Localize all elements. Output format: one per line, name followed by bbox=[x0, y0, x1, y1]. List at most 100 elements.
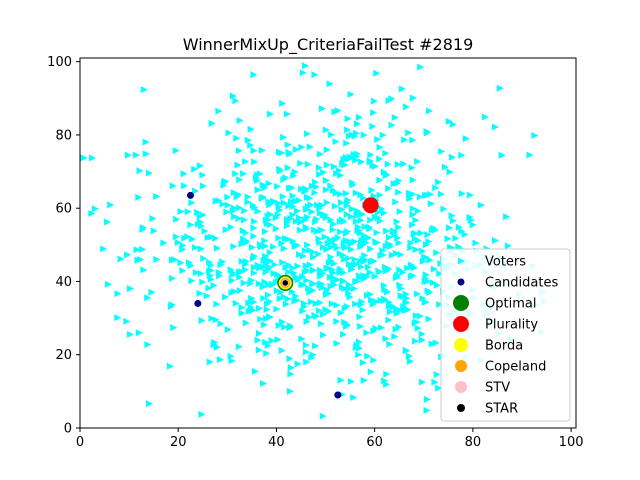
voter-point bbox=[170, 324, 178, 332]
voter-point bbox=[344, 126, 352, 134]
voter-point bbox=[255, 346, 263, 354]
voter-point bbox=[346, 293, 354, 301]
voter-point bbox=[292, 292, 300, 300]
voter-point bbox=[323, 245, 331, 253]
voter-point bbox=[418, 336, 426, 344]
x-axis: 0 20 40 60 80 100 bbox=[76, 428, 584, 450]
voter-point bbox=[344, 115, 352, 123]
voter-point bbox=[124, 151, 132, 159]
voter-point bbox=[284, 164, 292, 172]
voter-point bbox=[341, 304, 349, 312]
voter-point bbox=[311, 189, 319, 197]
voter-point bbox=[409, 190, 417, 198]
voter-point bbox=[124, 251, 132, 259]
voter-point bbox=[149, 214, 157, 222]
y-tick-label: 0 bbox=[64, 422, 72, 437]
voter-point bbox=[251, 252, 259, 260]
voter-point bbox=[268, 337, 276, 345]
voter-point bbox=[356, 258, 364, 266]
voter-point bbox=[339, 277, 347, 285]
voter-point bbox=[148, 288, 156, 296]
voter-point bbox=[355, 223, 363, 231]
legend: Voters Candidates Optimal Plurality Borda Cop… bbox=[440, 248, 571, 422]
voter-point bbox=[316, 299, 324, 307]
voter-point bbox=[413, 290, 421, 298]
voter-point bbox=[133, 151, 141, 159]
y-axis: 0 20 40 60 80 100 bbox=[47, 55, 80, 437]
voter-point bbox=[303, 318, 311, 326]
voter-point bbox=[299, 252, 307, 260]
voter-point bbox=[192, 187, 200, 195]
voter-point bbox=[339, 251, 347, 259]
voter-point bbox=[423, 395, 431, 403]
voter-point bbox=[417, 229, 425, 237]
voter-point bbox=[308, 208, 316, 216]
voter-point bbox=[376, 191, 384, 199]
voter-point bbox=[355, 338, 363, 346]
voter-point bbox=[255, 280, 263, 288]
voter-point bbox=[245, 299, 253, 307]
voter-point bbox=[289, 264, 297, 272]
voter-point bbox=[419, 378, 427, 386]
voter-point bbox=[260, 321, 268, 329]
voter-point bbox=[295, 214, 303, 222]
voter-point bbox=[503, 213, 511, 221]
voter-point bbox=[315, 164, 323, 172]
voter-point bbox=[395, 177, 403, 185]
voter-point bbox=[383, 170, 391, 178]
voter-point bbox=[304, 241, 312, 249]
voter-point bbox=[318, 201, 326, 209]
voter-point bbox=[280, 133, 288, 141]
voter-point bbox=[279, 99, 287, 107]
voter-point bbox=[341, 285, 349, 293]
voter-point bbox=[213, 244, 221, 252]
voter-point bbox=[306, 143, 314, 151]
voter-point bbox=[227, 223, 235, 231]
voter-point bbox=[333, 317, 341, 325]
voter-point bbox=[384, 160, 392, 168]
voter-point bbox=[222, 293, 230, 301]
legend-marker-star bbox=[457, 404, 465, 412]
voter-point bbox=[228, 357, 236, 365]
voter-point bbox=[332, 138, 340, 146]
voter-point bbox=[231, 288, 239, 296]
voter-point bbox=[208, 315, 216, 323]
voter-point bbox=[325, 307, 333, 315]
voter-point bbox=[272, 214, 280, 222]
voter-point bbox=[431, 378, 439, 386]
voter-point bbox=[316, 150, 324, 158]
voter-point bbox=[235, 343, 243, 351]
voter-point bbox=[330, 278, 338, 286]
voter-point bbox=[301, 247, 309, 255]
voter-point bbox=[432, 184, 440, 192]
voter-point bbox=[458, 190, 466, 198]
voter-point bbox=[266, 249, 274, 257]
voter-point bbox=[232, 97, 240, 105]
voter-point bbox=[299, 273, 307, 281]
voter-point bbox=[192, 244, 200, 252]
voter-point bbox=[232, 170, 240, 178]
voter-point bbox=[258, 146, 266, 154]
voter-point bbox=[433, 249, 441, 257]
voter-point bbox=[423, 406, 431, 414]
voter-point bbox=[206, 272, 214, 280]
voter-point bbox=[350, 285, 358, 293]
voter-point bbox=[364, 272, 372, 280]
voter-point bbox=[314, 201, 322, 209]
voter-point bbox=[531, 132, 539, 140]
voter-point bbox=[435, 384, 443, 392]
voter-point bbox=[291, 242, 299, 250]
voter-point bbox=[301, 62, 309, 70]
y-tick-label: 20 bbox=[55, 348, 72, 363]
legend-label-optimal: Optimal bbox=[485, 297, 536, 312]
voter-point bbox=[327, 257, 335, 265]
voter-point bbox=[403, 298, 411, 306]
voter-point bbox=[326, 236, 334, 244]
voter-point bbox=[270, 270, 278, 278]
voter-point bbox=[279, 318, 287, 326]
voter-point bbox=[449, 120, 457, 128]
voter-point bbox=[440, 205, 448, 213]
voter-point bbox=[419, 247, 427, 255]
voter-point bbox=[385, 184, 393, 192]
voter-point bbox=[352, 260, 360, 268]
